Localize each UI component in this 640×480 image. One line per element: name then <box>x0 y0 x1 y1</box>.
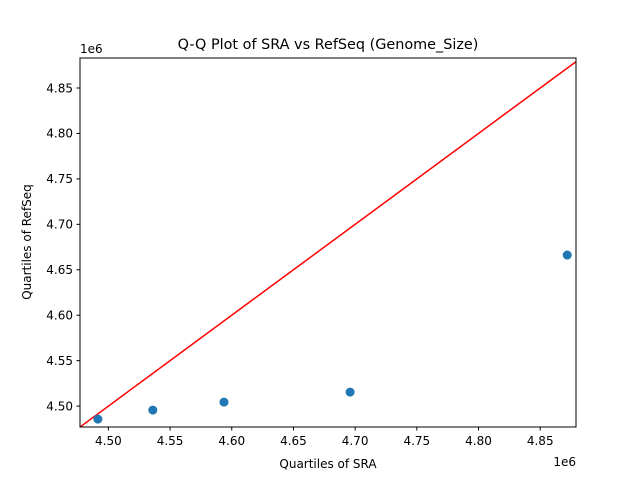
data-point <box>219 397 229 407</box>
reference-line-layer <box>80 60 576 427</box>
scatter-points-layer <box>93 250 572 424</box>
y-tick-label: 4.75 <box>46 172 73 186</box>
y-axis-ticks: 4.50 4.55 4.60 4.65 4.70 4.75 4.80 4.85 <box>46 81 80 413</box>
data-point <box>345 387 355 397</box>
plot-frame <box>79 57 577 428</box>
y-tick-label: 4.65 <box>46 263 73 277</box>
reference-line <box>80 60 576 427</box>
x-tick-label: 4.70 <box>342 434 369 448</box>
x-axis-label: Quartiles of SRA <box>279 457 377 471</box>
x-tick-label: 4.85 <box>527 434 554 448</box>
data-point <box>562 250 572 260</box>
y-axis-label: Quartiles of RefSeq <box>20 184 34 300</box>
y-tick-label: 4.50 <box>46 399 73 413</box>
x-tick-label: 4.80 <box>465 434 492 448</box>
x-axis-offset-label: 1e6 <box>553 455 576 469</box>
chart-title: Q-Q Plot of SRA vs RefSeq (Genome_Size) <box>178 37 479 53</box>
y-tick-label: 4.80 <box>46 127 73 141</box>
y-tick-label: 4.85 <box>46 81 73 95</box>
x-tick-label: 4.75 <box>403 434 430 448</box>
y-axis-offset-label: 1e6 <box>80 42 103 56</box>
x-tick-label: 4.65 <box>280 434 307 448</box>
x-axis-ticks: 4.50 4.55 4.60 4.65 4.70 4.75 4.80 4.85 <box>95 427 554 448</box>
x-tick-label: 4.55 <box>157 434 184 448</box>
data-point <box>148 405 158 415</box>
x-tick-label: 4.50 <box>95 434 122 448</box>
y-tick-label: 4.60 <box>46 309 73 323</box>
data-point <box>93 414 103 424</box>
x-tick-label: 4.60 <box>218 434 245 448</box>
y-tick-label: 4.55 <box>46 354 73 368</box>
y-tick-label: 4.70 <box>46 218 73 232</box>
